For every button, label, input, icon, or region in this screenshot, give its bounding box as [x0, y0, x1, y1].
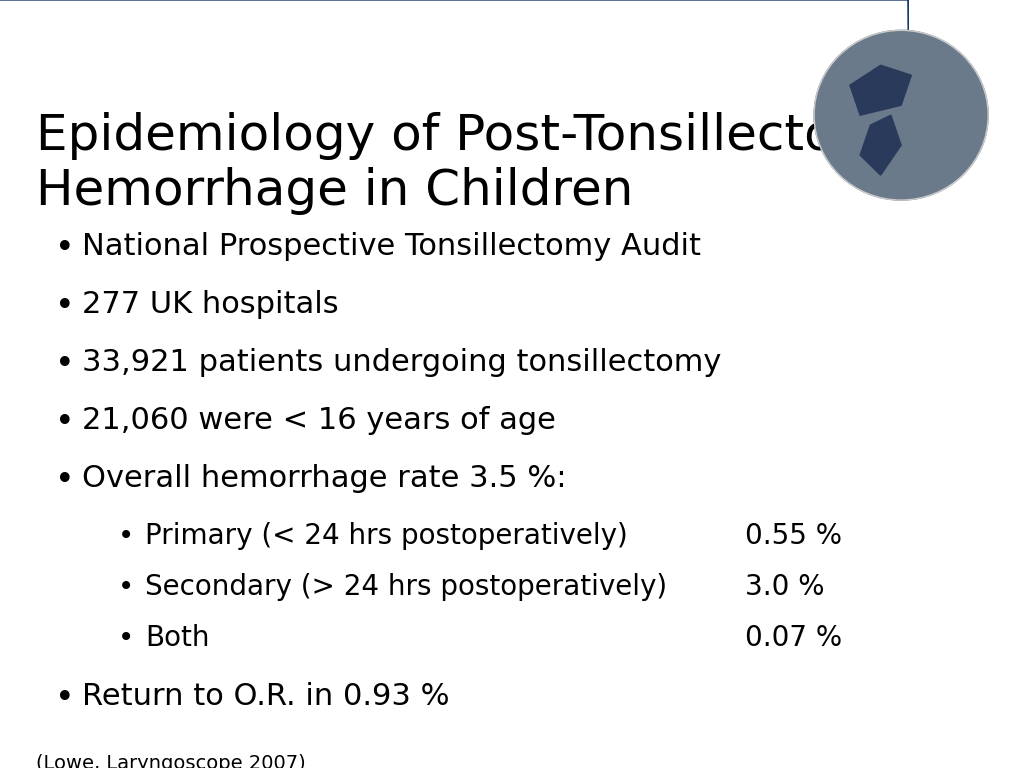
Text: Hemorrhage in Children: Hemorrhage in Children	[36, 167, 634, 215]
Polygon shape	[860, 115, 901, 175]
Text: Overall hemorrhage rate 3.5 %:: Overall hemorrhage rate 3.5 %:	[82, 464, 566, 493]
Text: •: •	[118, 573, 134, 601]
Text: Both: Both	[145, 624, 210, 652]
Text: Secondary (> 24 hrs postoperatively): Secondary (> 24 hrs postoperatively)	[145, 573, 668, 601]
Text: Return to O.R. in 0.93 %: Return to O.R. in 0.93 %	[82, 682, 450, 711]
Text: 3.0 %: 3.0 %	[745, 573, 824, 601]
Text: •: •	[54, 232, 74, 265]
Text: •: •	[54, 290, 74, 323]
Text: •: •	[54, 348, 74, 381]
Text: 33,921 patients undergoing tonsillectomy: 33,921 patients undergoing tonsillectomy	[82, 348, 721, 377]
Text: Epidemiology of Post-Tonsillectomy: Epidemiology of Post-Tonsillectomy	[36, 112, 913, 161]
Text: •: •	[54, 682, 74, 715]
Polygon shape	[850, 65, 911, 115]
Circle shape	[814, 31, 988, 200]
Text: •: •	[54, 464, 74, 497]
Text: National Prospective Tonsillectomy Audit: National Prospective Tonsillectomy Audit	[82, 232, 700, 261]
Text: 0.55 %: 0.55 %	[745, 522, 842, 550]
Text: 277 UK hospitals: 277 UK hospitals	[82, 290, 338, 319]
Text: •: •	[118, 522, 134, 550]
Text: (Lowe, Laryngoscope 2007): (Lowe, Laryngoscope 2007)	[36, 754, 306, 768]
Text: •: •	[118, 624, 134, 652]
Text: 21,060 were < 16 years of age: 21,060 were < 16 years of age	[82, 406, 556, 435]
Text: Primary (< 24 hrs postoperatively): Primary (< 24 hrs postoperatively)	[145, 522, 628, 550]
Polygon shape	[0, 0, 908, 131]
Text: 0.07 %: 0.07 %	[745, 624, 843, 652]
Text: •: •	[54, 406, 74, 439]
